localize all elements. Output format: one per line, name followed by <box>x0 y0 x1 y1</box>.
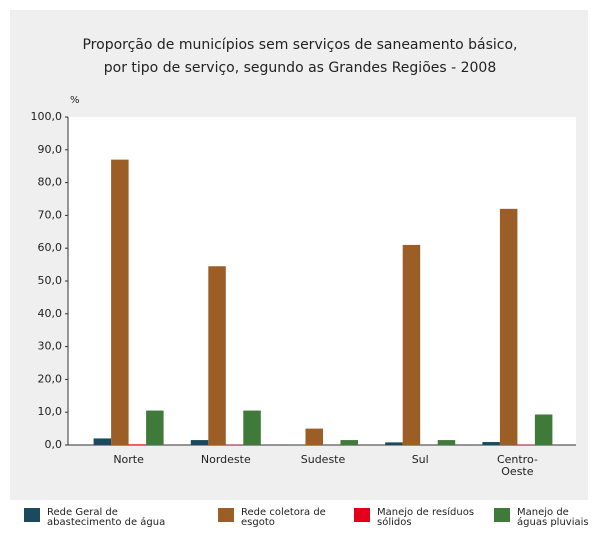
y-tick-label: 80,0 <box>38 176 63 189</box>
y-tick-label: 100,0 <box>31 110 63 123</box>
legend-swatch <box>494 508 510 522</box>
bar <box>402 244 421 445</box>
legend-label: Manejo de resíduos sólidos <box>377 507 475 528</box>
legend-label: Rede coletora de esgoto <box>241 507 326 528</box>
bar <box>340 440 358 445</box>
x-tick-label: Norte <box>113 453 144 466</box>
y-tick-label: 70,0 <box>38 208 63 221</box>
chart-title: Proporção de municípios sem serviços de … <box>82 37 517 53</box>
chart: Proporção de municípios sem serviços de … <box>10 10 588 500</box>
y-tick-label: 40,0 <box>38 307 63 320</box>
x-tick-label: Centro-Oeste <box>497 453 538 478</box>
legend-label: Rede Geral de abastecimento de água <box>47 507 166 528</box>
bar <box>146 410 164 445</box>
x-tick-label: Nordeste <box>201 453 251 466</box>
plot-area <box>68 117 576 445</box>
legend: Rede Geral de abastecimento de água Rede … <box>0 508 597 537</box>
legend-label: Manejo de águas pluviais <box>517 507 589 528</box>
y-tick-label: 0,0 <box>45 438 63 451</box>
x-tick-label: Sul <box>412 453 429 466</box>
bar <box>190 440 209 445</box>
legend-swatch <box>218 508 234 522</box>
y-tick-label: 50,0 <box>38 274 63 287</box>
bar <box>305 428 323 445</box>
x-tick-label: Sudeste <box>301 453 346 466</box>
bar <box>208 266 226 445</box>
legend-swatch <box>354 508 370 522</box>
y-tick-label: 20,0 <box>38 372 63 385</box>
y-tick-label: 90,0 <box>38 143 63 156</box>
legend-item: Rede coletora de esgoto <box>218 508 361 528</box>
bar <box>534 414 553 445</box>
bar <box>385 442 403 445</box>
bar <box>243 410 261 445</box>
legend-swatch <box>24 508 40 522</box>
y-unit: % <box>70 95 80 106</box>
bar <box>482 442 500 445</box>
bar <box>499 208 518 445</box>
bar <box>128 444 147 445</box>
y-tick-label: 10,0 <box>38 405 63 418</box>
legend-item: Rede Geral de abastecimento de água <box>24 508 167 528</box>
y-tick-label: 30,0 <box>38 340 63 353</box>
chart-title: por tipo de serviço, segundo as Grandes … <box>104 60 497 76</box>
bar <box>93 438 112 445</box>
bar <box>437 440 456 445</box>
legend-item: Manejo de resíduos sólidos <box>354 508 477 528</box>
y-tick-label: 60,0 <box>38 241 63 254</box>
bar <box>111 159 129 445</box>
legend-item: Manejo de águas pluviais <box>494 508 595 528</box>
